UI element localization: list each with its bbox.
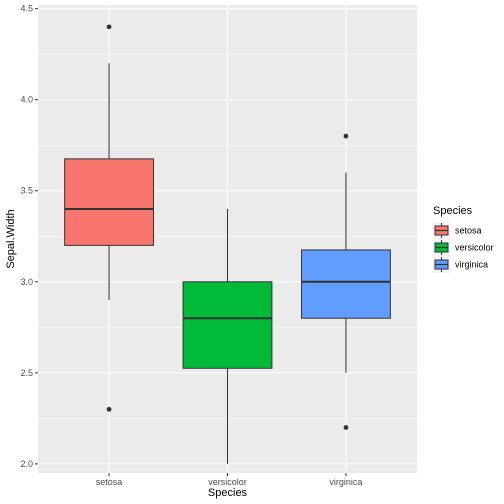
box-iqr	[64, 158, 154, 246]
legend-label: versicolor	[455, 243, 494, 253]
outlier-point	[106, 406, 112, 412]
box-iqr	[301, 249, 391, 319]
x-tick-label: virginica	[329, 477, 362, 487]
outlier-point	[343, 425, 349, 430]
box-versicolor	[182, 208, 273, 464]
legend-item-versicolor: versicolor	[433, 239, 494, 256]
y-axis: 2.0 2.5 3.0 3.5 4.0 4.5	[20, 4, 38, 469]
y-tick-label: 3.0	[20, 277, 33, 287]
legend-title: Species	[433, 205, 473, 217]
y-tick-label: 2.0	[20, 459, 33, 469]
legend: Species setosa versicolor virginica	[433, 205, 494, 273]
x-tick-label: versicolor	[208, 477, 247, 487]
x-axis: setosa versicolor virginica	[96, 473, 362, 487]
y-axis-title: Sepal.Width	[5, 209, 17, 268]
outlier-point	[106, 24, 112, 30]
legend-item-setosa: setosa	[433, 222, 482, 239]
box-virginica	[301, 133, 391, 430]
legend-label: virginica	[455, 260, 488, 270]
outlier-point	[343, 133, 349, 139]
box-layer	[64, 24, 391, 464]
y-tick-label: 4.5	[20, 4, 33, 14]
legend-item-virginica: virginica	[433, 256, 488, 273]
box-setosa	[64, 24, 154, 412]
y-tick-label: 4.0	[20, 95, 33, 105]
x-axis-title: Species	[208, 487, 248, 499]
y-tick-label: 2.5	[20, 368, 33, 378]
y-tick-label: 3.5	[20, 186, 33, 196]
legend-label: setosa	[455, 226, 482, 236]
box-iqr	[182, 281, 273, 369]
x-tick-label: setosa	[96, 477, 123, 487]
